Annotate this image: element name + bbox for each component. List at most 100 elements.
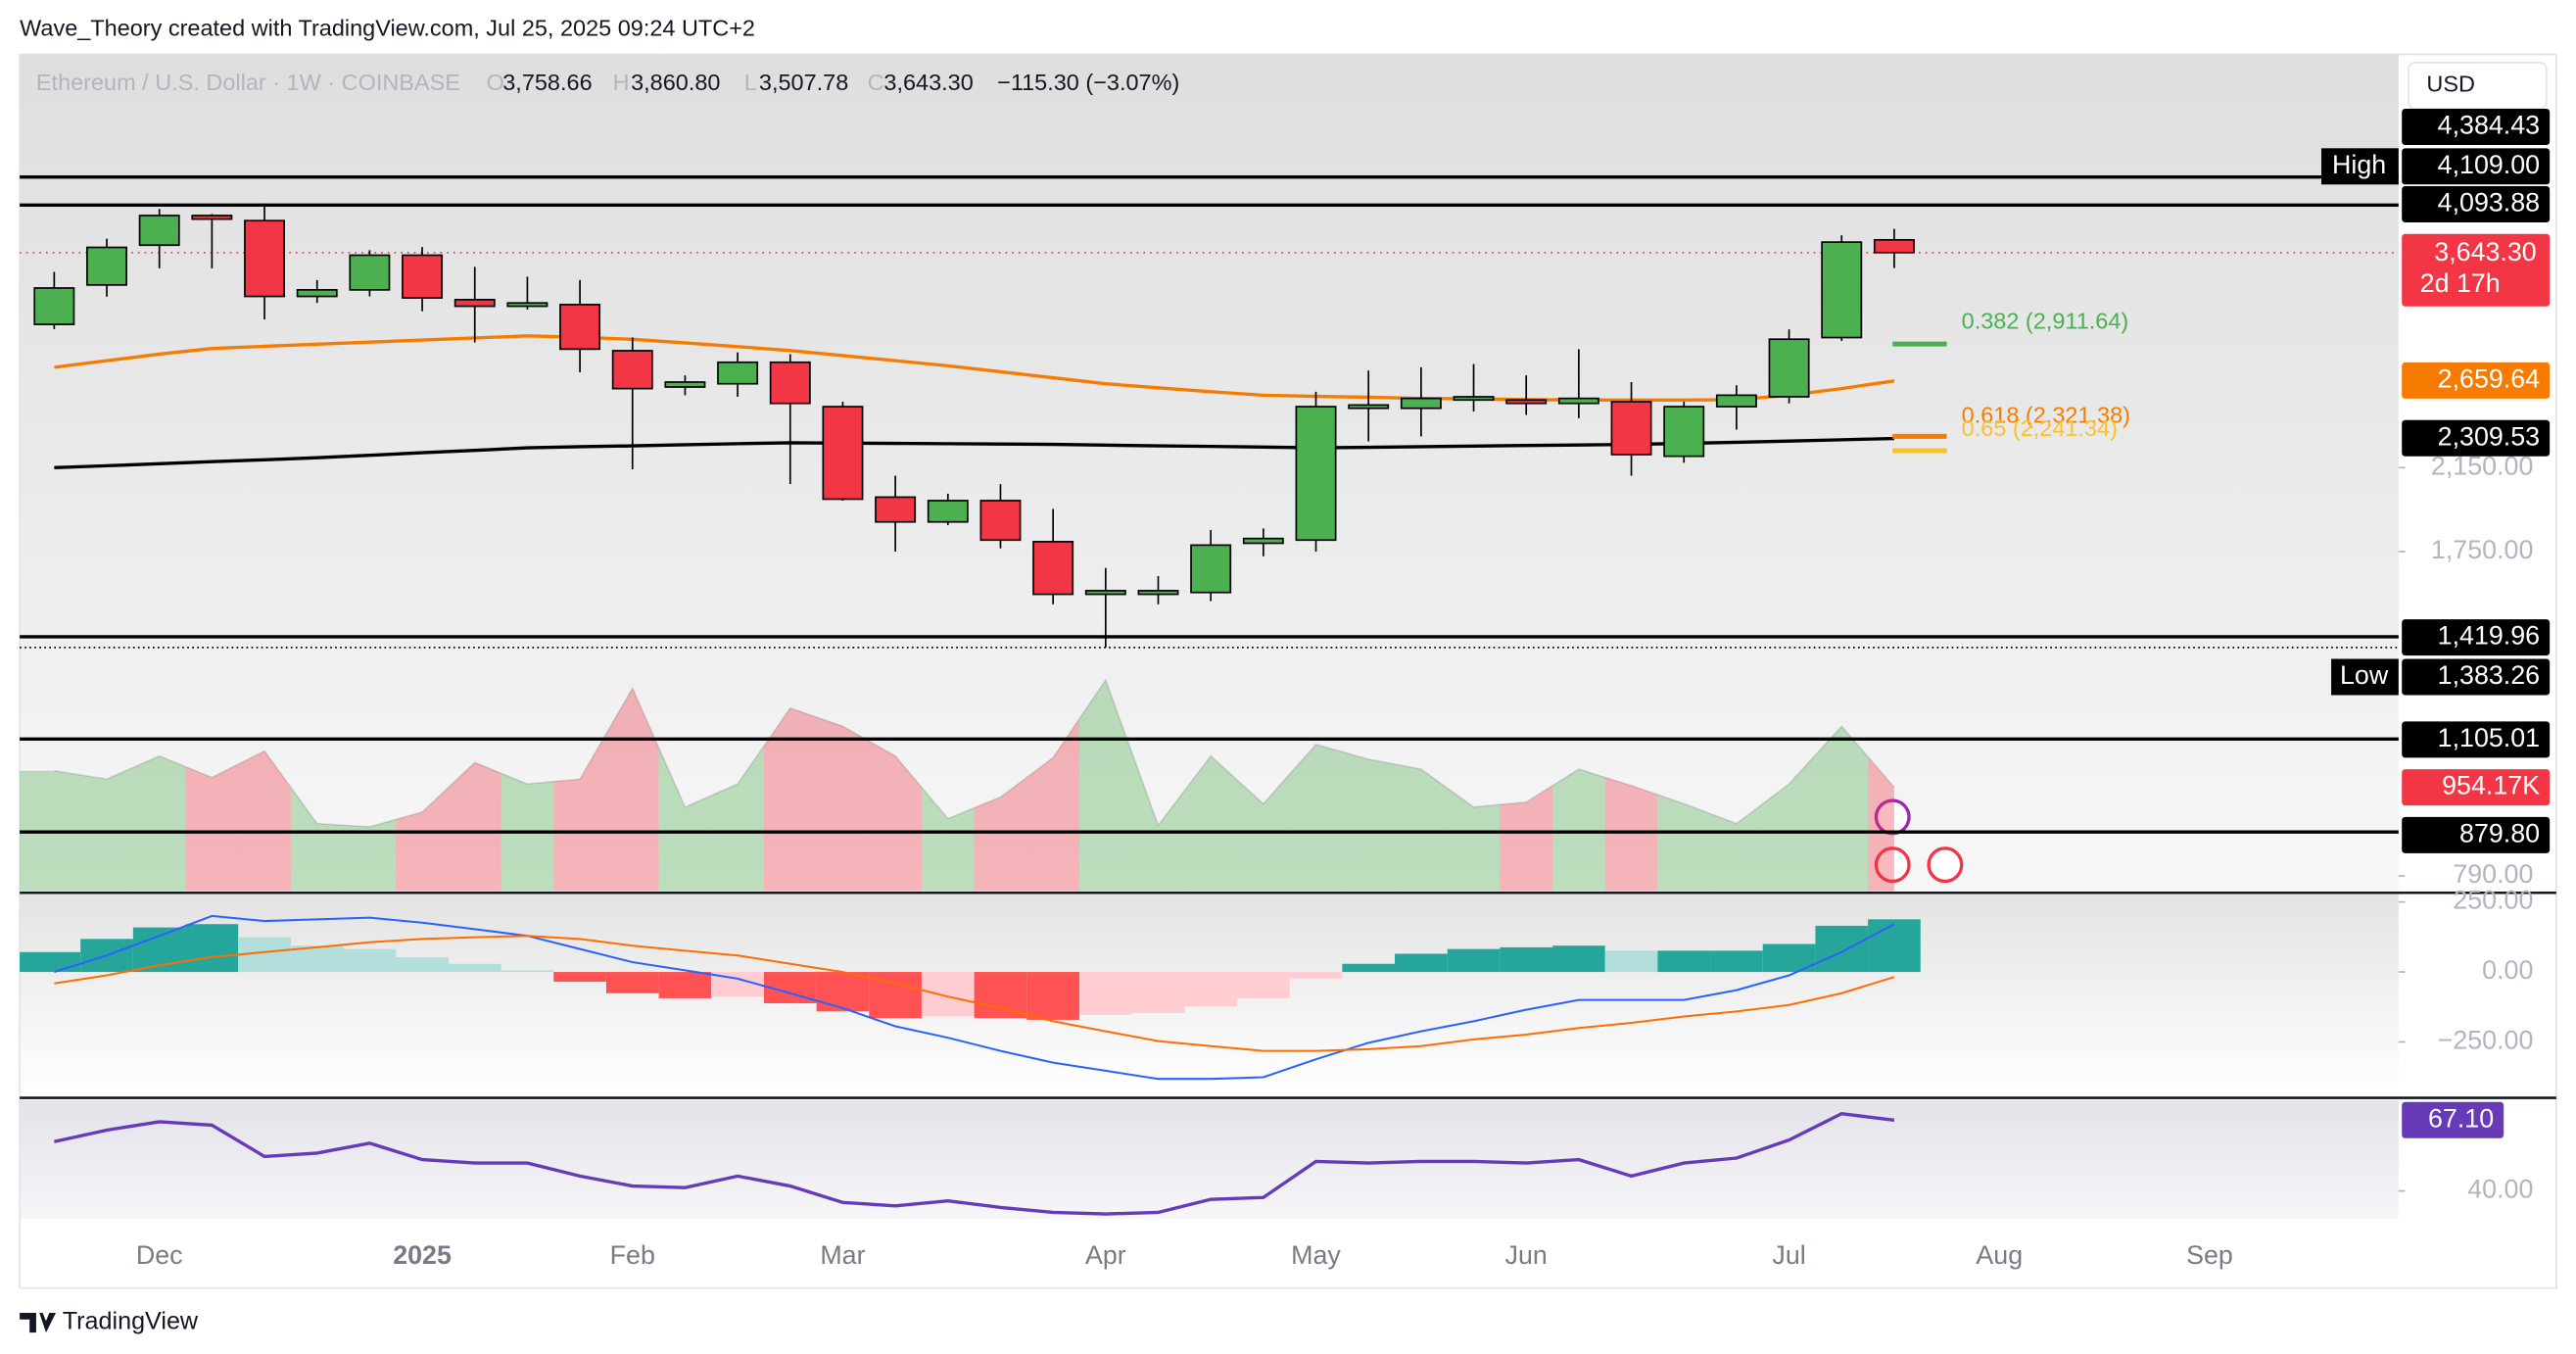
- price-label-box: [2402, 419, 2551, 457]
- volume-segment: [711, 746, 764, 892]
- macd-histogram-bar: [1604, 950, 1658, 973]
- volume-segment: [1289, 744, 1343, 892]
- price-label: 2,659.64: [2438, 363, 2540, 393]
- y-tick-label: 250.00: [2453, 886, 2533, 915]
- candle-body: [1032, 541, 1074, 596]
- legend-symbol: Ethereum / U.S. Dollar · 1W · COINBASE: [36, 70, 460, 95]
- macd-histogram-bar: [553, 972, 606, 983]
- chart-frame: [19, 53, 2557, 1289]
- candle-body: [138, 215, 180, 247]
- candle-body: [506, 302, 549, 308]
- tag-box: [2331, 658, 2399, 696]
- macd-histogram-bar: [1657, 950, 1711, 973]
- price-label: 1,419.96: [2438, 621, 2540, 651]
- macd-histogram-bar: [185, 924, 239, 973]
- macd-line: [54, 914, 1895, 1081]
- candle-body: [559, 304, 601, 351]
- macd-histogram-bar: [290, 945, 344, 973]
- volume-segment: [1131, 752, 1185, 892]
- macd-histogram-bar: [1710, 950, 1763, 973]
- event-icon: [1927, 846, 1964, 884]
- y-tick-label: 1,750.00: [2431, 535, 2533, 564]
- event-icon: [1874, 846, 1911, 884]
- volume-segment: [1078, 680, 1132, 892]
- candle-body: [1295, 406, 1337, 542]
- price-label: 879.80: [2459, 818, 2540, 847]
- volume-segment: [1710, 803, 1763, 892]
- macd-histogram-bar: [1184, 972, 1238, 1007]
- candle-body: [1610, 401, 1652, 456]
- currency[interactable]: USD: [2426, 72, 2475, 97]
- volume-segment: [869, 741, 922, 892]
- volume-segment: [763, 707, 817, 892]
- price-label-box: [2402, 108, 2551, 145]
- x-tick-label: Feb: [610, 1240, 655, 1270]
- candle-body: [1084, 590, 1126, 596]
- x-tick-label: Aug: [1976, 1240, 2023, 1270]
- candle-body: [33, 287, 75, 325]
- candle-body: [1768, 338, 1810, 398]
- tag-label: High: [2332, 150, 2386, 179]
- candle-body: [402, 254, 444, 299]
- y-tick-label: 40.00: [2467, 1175, 2533, 1204]
- volume-segment: [1657, 795, 1711, 892]
- volume-segment: [1500, 785, 1553, 892]
- candle-body: [453, 299, 496, 308]
- volume-area: [20, 678, 1895, 892]
- volume-segment: [816, 717, 870, 892]
- volume-segment: [1026, 718, 1079, 892]
- candle-body: [927, 500, 969, 523]
- price-label-box: [2402, 233, 2551, 307]
- macd-histogram-bar: [1026, 972, 1079, 1020]
- footer-logo: TradingView: [20, 1308, 199, 1335]
- macd-histogram-bar: [605, 972, 659, 993]
- event-icons: [1874, 798, 1964, 884]
- candle-body: [191, 215, 233, 220]
- candle-body: [664, 381, 706, 388]
- price-label: 2,309.53: [2438, 421, 2540, 451]
- header: Wave_Theory created with TradingView.com…: [20, 15, 755, 40]
- x-tick-label: 2025: [393, 1240, 452, 1270]
- price-label: 3,643.30: [2434, 237, 2536, 266]
- price-label: 954.17K: [2442, 771, 2540, 800]
- fib-label: 0.618 (2,321.38): [1962, 403, 2130, 428]
- candle-body: [1821, 241, 1863, 339]
- volume-segment: [132, 755, 186, 892]
- footer-text: TradingView: [63, 1308, 199, 1335]
- volume-segment: [80, 767, 133, 892]
- candle-body: [296, 289, 338, 298]
- price-label: 4,384.43: [2438, 111, 2540, 140]
- volume-segment: [1868, 756, 1894, 892]
- signal-line: [54, 935, 1895, 1052]
- candle-body: [1400, 397, 1442, 410]
- candle-body: [611, 350, 653, 390]
- macd-histogram-bar: [1815, 925, 1869, 973]
- macd-histogram-bar: [1237, 972, 1290, 998]
- x-tick-label: Sep: [2186, 1240, 2233, 1270]
- macd-histogram-bar: [1500, 946, 1553, 973]
- volume-segment: [238, 750, 291, 892]
- macd-histogram-bar: [1868, 919, 1921, 973]
- legend-value: 3,860.80: [631, 70, 720, 95]
- candle-body: [1190, 544, 1232, 594]
- x-tick-label: May: [1291, 1240, 1341, 1270]
- volume-segment: [396, 787, 449, 892]
- tag-label: Low: [2340, 660, 2389, 690]
- legend-value: 3,507.78: [759, 70, 848, 95]
- candle-body: [979, 500, 1022, 542]
- candle-body: [244, 219, 286, 298]
- macd-histogram-bar: [1552, 945, 1605, 973]
- price-label-box: [2402, 769, 2551, 806]
- candle-body: [1453, 396, 1495, 402]
- x-tick-label: Jun: [1505, 1240, 1548, 1270]
- volume-segment: [1604, 777, 1658, 892]
- volume-segment: [1395, 764, 1448, 892]
- fib-label: 0.382 (2,911.64): [1962, 309, 2129, 334]
- x-tick-label: Mar: [820, 1240, 865, 1270]
- volume-segment: [343, 819, 397, 892]
- volume-segment: [1342, 751, 1396, 892]
- macd-histogram-bar: [974, 972, 1027, 1019]
- price-label-box: [2402, 721, 2551, 758]
- volume-segment: [185, 764, 239, 892]
- candle-body: [1348, 404, 1390, 410]
